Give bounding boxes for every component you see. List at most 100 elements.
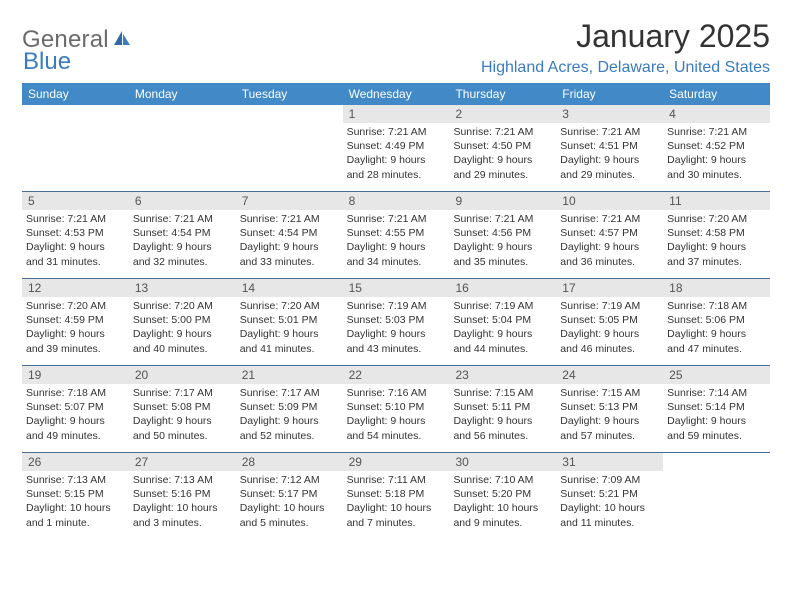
day-cell: 29Sunrise: 7:11 AMSunset: 5:18 PMDayligh… [343,453,450,539]
day-cell: 28Sunrise: 7:12 AMSunset: 5:17 PMDayligh… [236,453,343,539]
day-number: 15 [343,279,450,297]
sunrise-line: Sunrise: 7:16 AM [347,386,446,400]
sunset-line: Sunset: 4:54 PM [133,226,232,240]
day-number: 31 [556,453,663,471]
day-cell-empty [236,105,343,191]
day-details: Sunrise: 7:19 AMSunset: 5:04 PMDaylight:… [449,297,556,360]
day-number: 20 [129,366,236,384]
day-cell: 13Sunrise: 7:20 AMSunset: 5:00 PMDayligh… [129,279,236,365]
day-cell: 27Sunrise: 7:13 AMSunset: 5:16 PMDayligh… [129,453,236,539]
day-details: Sunrise: 7:20 AMSunset: 4:58 PMDaylight:… [663,210,770,273]
sunrise-line: Sunrise: 7:21 AM [560,125,659,139]
day-details: Sunrise: 7:21 AMSunset: 4:57 PMDaylight:… [556,210,663,273]
weekday-header: Sunday [22,83,129,105]
weekday-header: Thursday [449,83,556,105]
day-cell: 3 Sunrise: 7:21 AMSunset: 4:51 PMDaylight… [556,105,663,191]
sunset-line: Sunset: 4:57 PM [560,226,659,240]
day-cell: 14Sunrise: 7:20 AMSunset: 5:01 PMDayligh… [236,279,343,365]
sunrise-line: Sunrise: 7:14 AM [667,386,766,400]
day-cell: 18Sunrise: 7:18 AMSunset: 5:06 PMDayligh… [663,279,770,365]
weekday-header: Monday [129,83,236,105]
day-details: Sunrise: 7:15 AMSunset: 5:11 PMDaylight:… [449,384,556,447]
day-details: Sunrise: 7:13 AMSunset: 5:16 PMDaylight:… [129,471,236,534]
day-number: 13 [129,279,236,297]
sunrise-line: Sunrise: 7:15 AM [453,386,552,400]
week-row: 1Sunrise: 7:21 AMSunset: 4:49 PMDaylight… [22,105,770,192]
day-cell: 6Sunrise: 7:21 AMSunset: 4:54 PMDaylight… [129,192,236,278]
header: General January 2025 Highland Acres, Del… [22,18,770,77]
daylight-line: Daylight: 9 hours and 39 minutes. [26,327,125,355]
page: General January 2025 Highland Acres, Del… [0,0,792,549]
weekday-header-row: SundayMondayTuesdayWednesdayThursdayFrid… [22,83,770,105]
sunset-line: Sunset: 5:18 PM [347,487,446,501]
day-details: Sunrise: 7:12 AMSunset: 5:17 PMDaylight:… [236,471,343,534]
day-number: 5 [22,192,129,210]
daylight-line: Daylight: 9 hours and 44 minutes. [453,327,552,355]
day-details: Sunrise: 7:21 AMSunset: 4:54 PMDaylight:… [236,210,343,273]
weekday-header: Saturday [663,83,770,105]
sunrise-line: Sunrise: 7:18 AM [667,299,766,313]
sunset-line: Sunset: 5:09 PM [240,400,339,414]
daylight-line: Daylight: 9 hours and 49 minutes. [26,414,125,442]
sunset-line: Sunset: 5:00 PM [133,313,232,327]
day-cell: 19Sunrise: 7:18 AMSunset: 5:07 PMDayligh… [22,366,129,452]
daylight-line: Daylight: 9 hours and 52 minutes. [240,414,339,442]
week-row: 12Sunrise: 7:20 AMSunset: 4:59 PMDayligh… [22,279,770,366]
day-details: Sunrise: 7:17 AMSunset: 5:08 PMDaylight:… [129,384,236,447]
day-details: Sunrise: 7:21 AMSunset: 4:54 PMDaylight:… [129,210,236,273]
day-number: 18 [663,279,770,297]
sunrise-line: Sunrise: 7:20 AM [133,299,232,313]
day-details: Sunrise: 7:21 AMSunset: 4:50 PMDaylight:… [449,123,556,186]
sunset-line: Sunset: 5:21 PM [560,487,659,501]
day-number: 26 [22,453,129,471]
sunrise-line: Sunrise: 7:20 AM [240,299,339,313]
day-number: 22 [343,366,450,384]
daylight-line: Daylight: 9 hours and 35 minutes. [453,240,552,268]
sunrise-line: Sunrise: 7:21 AM [453,125,552,139]
day-details: Sunrise: 7:11 AMSunset: 5:18 PMDaylight:… [343,471,450,534]
sunset-line: Sunset: 5:15 PM [26,487,125,501]
day-number: 3 [556,105,663,123]
day-cell: 1Sunrise: 7:21 AMSunset: 4:49 PMDaylight… [343,105,450,191]
day-cell: 15Sunrise: 7:19 AMSunset: 5:03 PMDayligh… [343,279,450,365]
day-cell: 30Sunrise: 7:10 AMSunset: 5:20 PMDayligh… [449,453,556,539]
day-number: 29 [343,453,450,471]
sunset-line: Sunset: 5:16 PM [133,487,232,501]
sunset-line: Sunset: 4:49 PM [347,139,446,153]
sunset-line: Sunset: 4:54 PM [240,226,339,240]
sunset-line: Sunset: 5:11 PM [453,400,552,414]
sunrise-line: Sunrise: 7:17 AM [133,386,232,400]
day-cell: 21Sunrise: 7:17 AMSunset: 5:09 PMDayligh… [236,366,343,452]
daylight-line: Daylight: 9 hours and 31 minutes. [26,240,125,268]
location: Highland Acres, Delaware, United States [481,59,770,77]
sunset-line: Sunset: 5:03 PM [347,313,446,327]
daylight-line: Daylight: 9 hours and 57 minutes. [560,414,659,442]
day-number: 24 [556,366,663,384]
calendar: SundayMondayTuesdayWednesdayThursdayFrid… [22,83,770,539]
day-cell: 24Sunrise: 7:15 AMSunset: 5:13 PMDayligh… [556,366,663,452]
sunrise-line: Sunrise: 7:21 AM [133,212,232,226]
sunset-line: Sunset: 4:59 PM [26,313,125,327]
daylight-line: Daylight: 9 hours and 32 minutes. [133,240,232,268]
daylight-line: Daylight: 9 hours and 56 minutes. [453,414,552,442]
daylight-line: Daylight: 10 hours and 5 minutes. [240,501,339,529]
sunrise-line: Sunrise: 7:12 AM [240,473,339,487]
day-details: Sunrise: 7:20 AMSunset: 5:00 PMDaylight:… [129,297,236,360]
day-details: Sunrise: 7:19 AMSunset: 5:03 PMDaylight:… [343,297,450,360]
day-cell-empty [22,105,129,191]
sunset-line: Sunset: 5:10 PM [347,400,446,414]
daylight-line: Daylight: 9 hours and 50 minutes. [133,414,232,442]
sunset-line: Sunset: 4:51 PM [560,139,659,153]
day-details: Sunrise: 7:19 AMSunset: 5:05 PMDaylight:… [556,297,663,360]
daylight-line: Daylight: 10 hours and 11 minutes. [560,501,659,529]
sunrise-line: Sunrise: 7:21 AM [347,125,446,139]
sunset-line: Sunset: 5:17 PM [240,487,339,501]
day-cell-empty [663,453,770,539]
sunrise-line: Sunrise: 7:11 AM [347,473,446,487]
sunrise-line: Sunrise: 7:21 AM [240,212,339,226]
day-number: 21 [236,366,343,384]
daylight-line: Daylight: 10 hours and 9 minutes. [453,501,552,529]
weekday-header: Friday [556,83,663,105]
sunrise-line: Sunrise: 7:21 AM [667,125,766,139]
daylight-line: Daylight: 9 hours and 29 minutes. [560,153,659,181]
